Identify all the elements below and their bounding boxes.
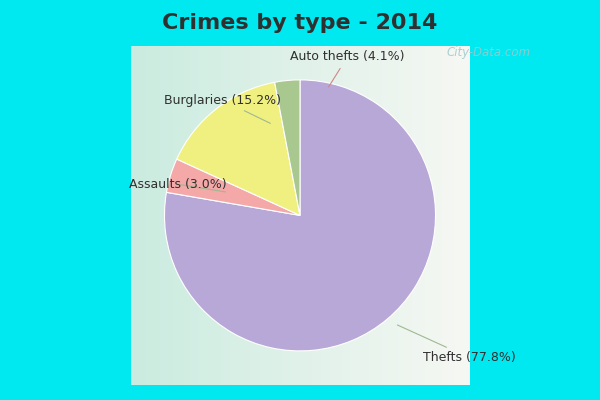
Wedge shape xyxy=(177,82,300,215)
Wedge shape xyxy=(164,80,436,351)
Text: Crimes by type - 2014: Crimes by type - 2014 xyxy=(163,13,437,33)
Text: Assaults (3.0%): Assaults (3.0%) xyxy=(129,178,227,192)
Text: Auto thefts (4.1%): Auto thefts (4.1%) xyxy=(290,50,404,87)
Wedge shape xyxy=(166,159,300,215)
Text: City-Data.com: City-Data.com xyxy=(446,46,530,59)
Wedge shape xyxy=(275,80,300,215)
Text: Burglaries (15.2%): Burglaries (15.2%) xyxy=(164,94,281,123)
Text: Thefts (77.8%): Thefts (77.8%) xyxy=(397,325,516,364)
